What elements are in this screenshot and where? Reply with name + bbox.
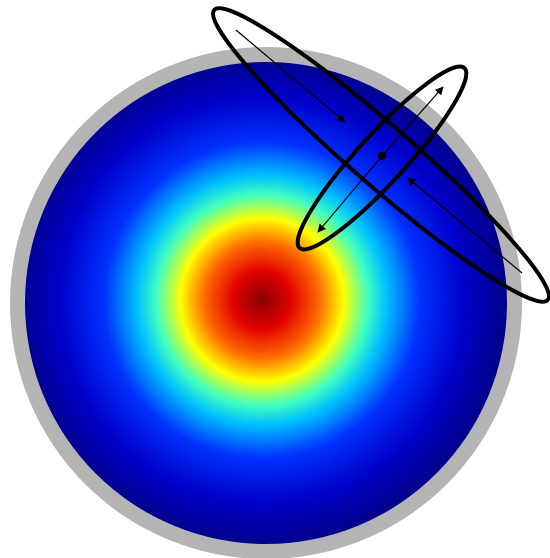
center-point xyxy=(378,152,386,160)
arrow xyxy=(407,177,523,274)
large-ellipse xyxy=(211,6,550,304)
intensity-disk xyxy=(25,62,507,544)
arrow xyxy=(381,86,444,157)
arrow xyxy=(317,155,383,233)
arrow xyxy=(235,29,346,123)
small-ellipse xyxy=(295,64,469,252)
ellipses xyxy=(211,6,550,304)
